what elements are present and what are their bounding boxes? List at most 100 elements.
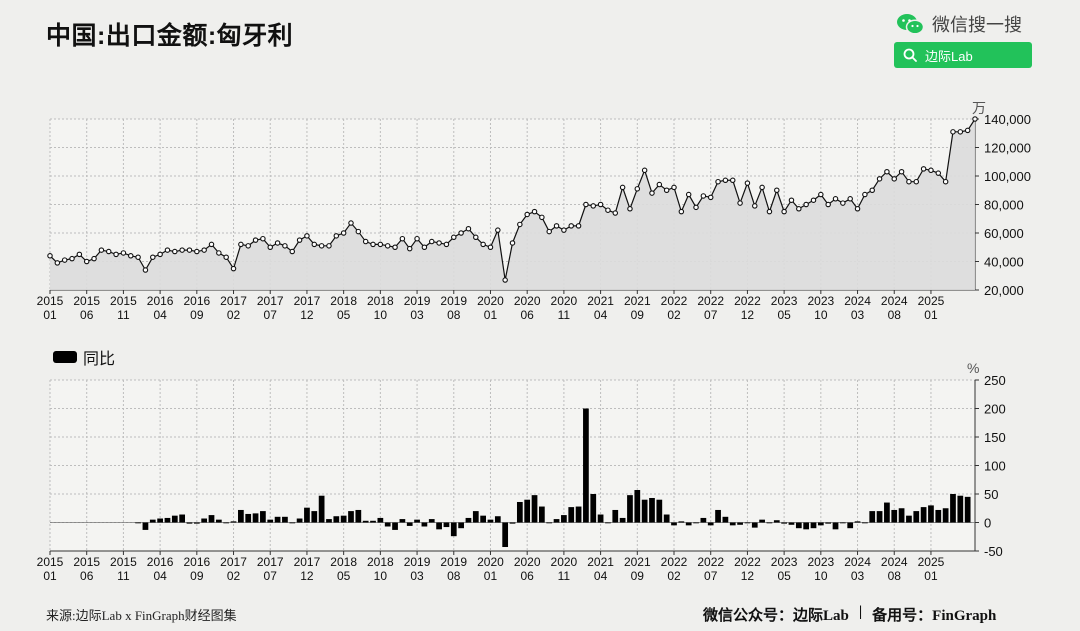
x-tick-label-month: 10 bbox=[814, 308, 828, 322]
data-point bbox=[370, 241, 376, 248]
data-point bbox=[561, 227, 567, 233]
data-point bbox=[898, 168, 905, 175]
y-tick-label: 200 bbox=[984, 402, 1006, 417]
data-point bbox=[752, 203, 758, 209]
data-point bbox=[47, 253, 53, 259]
x-tick-label-month: 09 bbox=[631, 308, 645, 322]
footer-separator: | bbox=[858, 604, 863, 620]
bar bbox=[839, 522, 846, 524]
data-point bbox=[862, 191, 868, 198]
y-tick-label: 140,000 bbox=[984, 112, 1031, 127]
data-point bbox=[348, 220, 354, 226]
bar bbox=[311, 511, 318, 523]
bar bbox=[392, 522, 398, 530]
bar bbox=[891, 509, 898, 523]
data-point bbox=[964, 127, 971, 134]
bar bbox=[854, 521, 861, 523]
bar bbox=[348, 511, 354, 523]
data-point bbox=[399, 235, 406, 242]
data-point bbox=[105, 248, 112, 255]
x-tick-label-year: 2020 bbox=[551, 555, 578, 569]
data-point bbox=[208, 241, 215, 248]
y-axis-unit-label: 万 bbox=[972, 100, 986, 116]
data-point bbox=[465, 225, 472, 232]
x-tick-label-month: 08 bbox=[888, 308, 902, 322]
bar bbox=[399, 519, 406, 523]
data-point bbox=[480, 241, 486, 248]
data-point bbox=[260, 235, 266, 242]
data-point bbox=[649, 190, 655, 196]
page-title: 中国:出口金额:匈牙利 bbox=[46, 22, 294, 50]
y-tick-label: 150 bbox=[984, 430, 1006, 445]
x-tick-label-month: 03 bbox=[410, 569, 424, 583]
x-tick-label-year: 2024 bbox=[844, 555, 871, 569]
wechat-icon bbox=[897, 14, 924, 35]
bar bbox=[795, 522, 802, 529]
x-tick-label-month: 08 bbox=[447, 569, 461, 583]
x-tick-label-year: 2019 bbox=[440, 555, 467, 569]
data-point bbox=[715, 178, 721, 185]
bar bbox=[612, 509, 619, 523]
x-tick-label-year: 2016 bbox=[183, 294, 210, 308]
bar bbox=[825, 522, 832, 524]
bar bbox=[898, 508, 905, 523]
x-tick-label-year: 2020 bbox=[514, 555, 541, 569]
data-point bbox=[377, 241, 384, 248]
data-point bbox=[634, 186, 641, 192]
x-tick-label-year: 2017 bbox=[220, 555, 247, 569]
y-tick-label: 80,000 bbox=[984, 198, 1024, 213]
bar bbox=[260, 511, 266, 523]
data-point bbox=[83, 258, 90, 265]
data-point bbox=[340, 230, 347, 236]
data-point bbox=[436, 240, 442, 246]
data-point bbox=[414, 235, 420, 242]
data-point bbox=[296, 237, 303, 243]
x-tick-label-month: 03 bbox=[851, 308, 865, 322]
bar bbox=[663, 514, 670, 523]
x-tick-label-year: 2022 bbox=[734, 555, 761, 569]
x-tick-label-month: 07 bbox=[704, 308, 718, 322]
bar bbox=[215, 519, 222, 523]
bar bbox=[362, 520, 369, 523]
x-tick-label-month: 07 bbox=[264, 569, 278, 583]
bar bbox=[230, 521, 237, 523]
x-tick-label-year: 2017 bbox=[220, 294, 247, 308]
bar-legend: 同比 bbox=[53, 345, 115, 369]
bar bbox=[223, 522, 230, 524]
search-button[interactable]: 边际Lab bbox=[894, 42, 1032, 68]
bar bbox=[296, 518, 303, 523]
data-point bbox=[333, 233, 340, 239]
data-point bbox=[935, 170, 942, 176]
data-point bbox=[546, 228, 552, 235]
bar bbox=[803, 522, 810, 530]
footer-account: 微信公众号：边际Lab bbox=[703, 608, 849, 624]
data-point bbox=[832, 196, 839, 202]
data-point bbox=[142, 267, 149, 273]
data-point bbox=[406, 245, 413, 252]
bar bbox=[370, 520, 376, 523]
x-tick-label-year: 2025 bbox=[918, 294, 945, 308]
y-tick-label: 100 bbox=[984, 459, 1006, 474]
data-point bbox=[854, 206, 861, 212]
bar bbox=[913, 511, 920, 523]
data-point bbox=[509, 240, 516, 246]
data-point bbox=[355, 228, 362, 235]
x-tick-label-month: 04 bbox=[153, 308, 167, 322]
data-point bbox=[766, 208, 773, 215]
x-tick-label-month: 05 bbox=[337, 569, 351, 583]
x-tick-label-month: 09 bbox=[190, 308, 204, 322]
bar bbox=[465, 517, 472, 523]
data-point bbox=[91, 255, 97, 262]
data-point bbox=[869, 187, 875, 194]
x-tick-label-month: 01 bbox=[484, 308, 498, 322]
data-point bbox=[245, 243, 251, 249]
bar bbox=[516, 501, 523, 523]
bar bbox=[751, 522, 758, 528]
bar bbox=[693, 522, 699, 524]
data-point bbox=[788, 197, 795, 203]
bar bbox=[575, 506, 582, 523]
data-point bbox=[421, 244, 428, 251]
bar bbox=[729, 522, 736, 526]
data-point bbox=[76, 251, 83, 258]
data-point bbox=[69, 255, 75, 262]
